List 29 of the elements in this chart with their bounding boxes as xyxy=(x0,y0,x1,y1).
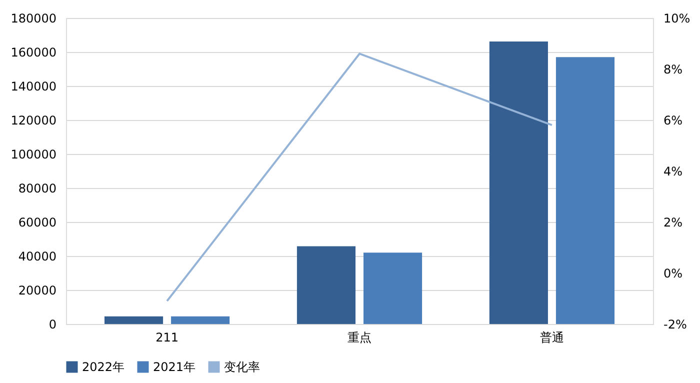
bar xyxy=(489,41,548,324)
y-tick-label: 0 xyxy=(48,318,56,332)
x-tick-label: 211 xyxy=(156,330,178,344)
y2-tick-label: 10% xyxy=(664,12,690,26)
y-tick-label: 40000 xyxy=(18,250,56,264)
y-tick-label: 60000 xyxy=(18,216,56,230)
y-tick-label: 180000 xyxy=(10,12,56,26)
y-tick-label: 120000 xyxy=(10,114,56,128)
y2-tick-label: 6% xyxy=(664,114,683,128)
bar xyxy=(556,57,615,324)
legend-label: 2021年 xyxy=(153,360,196,374)
y-tick-label: 100000 xyxy=(10,148,56,162)
bar xyxy=(171,316,230,324)
legend-label: 变化率 xyxy=(224,360,260,374)
y2-tick-label: 8% xyxy=(664,62,683,76)
y2-tick-label: 2% xyxy=(664,216,683,230)
bar xyxy=(296,246,356,324)
x-tick-label: 普通 xyxy=(540,330,564,344)
y-tick-label: 160000 xyxy=(10,46,56,60)
y-tick-label: 80000 xyxy=(18,182,56,196)
y2-tick-label: 0% xyxy=(664,266,683,280)
bar xyxy=(104,316,164,324)
x-tick-label: 重点 xyxy=(348,330,372,344)
y-tick-label: 20000 xyxy=(18,284,56,298)
bar xyxy=(363,252,422,324)
y2-tick-label: 4% xyxy=(664,164,683,178)
y-tick-label: 140000 xyxy=(10,80,56,94)
legend-label: 2022年 xyxy=(82,360,125,374)
y2-tick-label: -2% xyxy=(664,318,687,332)
